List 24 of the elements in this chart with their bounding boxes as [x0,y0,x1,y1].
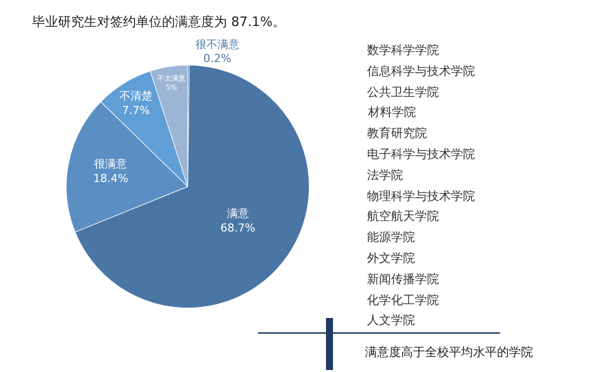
slice-label: 满意 [226,207,249,220]
text: 外文学院 [367,251,415,265]
text: 教育研究院 [367,126,427,140]
text: 材料学院 [367,105,416,119]
text: 公共卫生学院 [367,85,439,99]
slice-label: 不清楚 [120,90,153,103]
text: 能源学院 [367,230,415,244]
text: 电子科学与技术学院 [367,147,475,161]
text: 物理科学与技术学院 [367,189,475,203]
data-label: 68.7% [220,222,256,234]
text: 航空航天学院 [367,209,439,223]
text: 满意度高于全校平均水平的学院 [365,345,533,359]
text: 化学化工学院 [367,293,439,307]
data-label: 18.4% [93,172,128,186]
slice-label: 很满意 [94,158,128,171]
slice-label: 很不满意 [195,38,240,51]
text: 信息科学与技术学院 [367,64,475,78]
chart-title: 毕业研究生对签约单位的满意度为 87.1%。 [32,14,286,30]
text: 人文学院 [367,313,415,327]
text: 数学科学学院 [367,43,439,57]
text: 法学院 [367,168,403,182]
data-label: 7.7% [122,104,150,117]
text: 新闻传播学院 [367,272,439,286]
data-label: 0.2% [203,52,232,66]
